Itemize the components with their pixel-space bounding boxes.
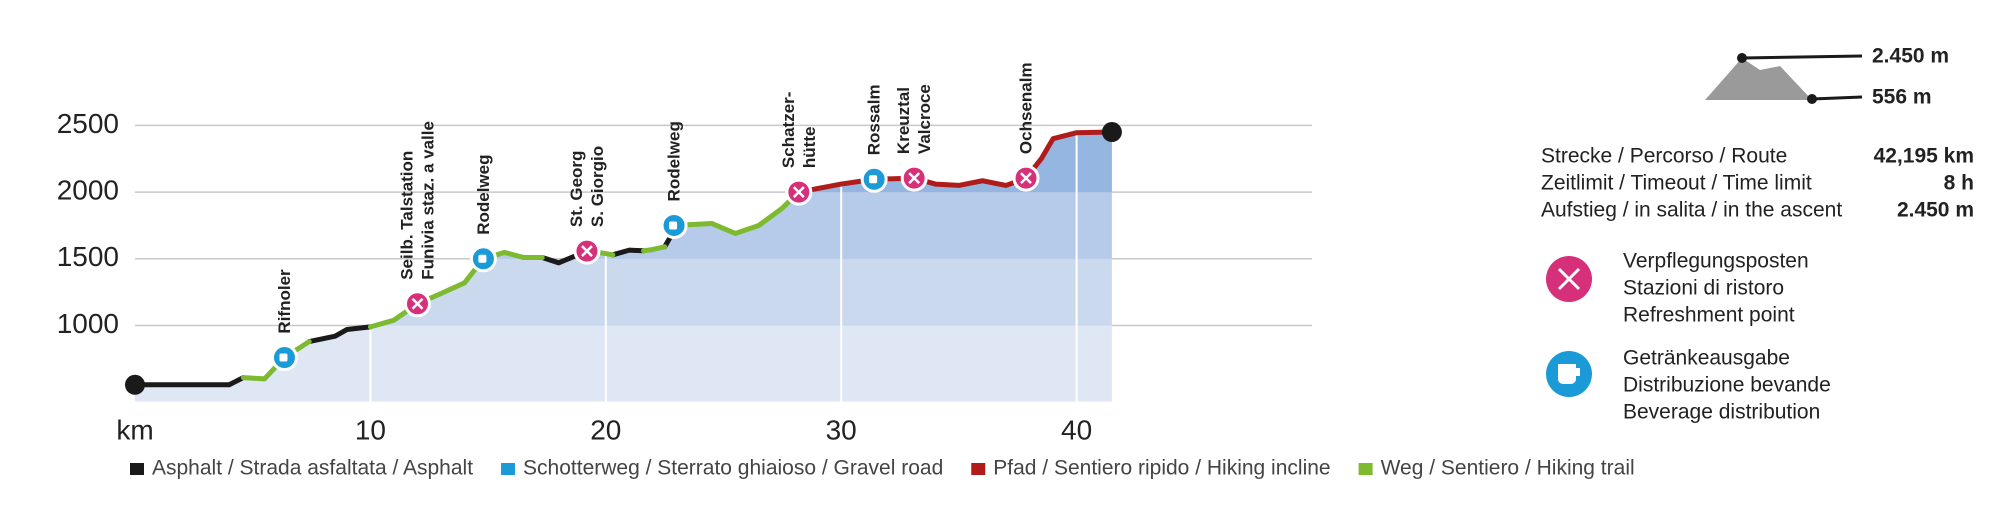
route-info: Strecke / Percorso / Route 42,195 km Zei… [1541, 145, 1974, 222]
info-value: 42,195 km [1874, 145, 1974, 168]
legend-label: Asphalt / Strada asfaltata / Asphalt [152, 457, 473, 480]
marker-icon [869, 175, 878, 184]
marker-icon [792, 186, 805, 198]
min-elevation: 556 m [1872, 86, 1932, 109]
x-tick-label: km [116, 414, 153, 445]
station-label: Schatzer- [779, 92, 798, 169]
marker-icon [669, 221, 678, 230]
elevation-band [135, 325, 1112, 402]
profile-area-group [135, 92, 1312, 402]
icon-label: Refreshment point [1623, 304, 1795, 327]
drink-icon-cup [1558, 364, 1580, 384]
legend-swatch [130, 463, 144, 475]
y-tick-label: 2500 [57, 108, 119, 139]
legend-swatch [971, 463, 986, 475]
marker-icon [1020, 172, 1032, 184]
station-label: S. Giorgio [588, 146, 607, 227]
x-tick-label: 30 [826, 414, 857, 445]
station-label: St. Georg [567, 151, 586, 228]
icon-label: Beverage distribution [1623, 401, 1820, 424]
marker-icon [279, 353, 288, 362]
legend-swatch [501, 463, 516, 475]
min-dot [1807, 94, 1817, 104]
icon-label: Getränkeausgabe [1623, 347, 1790, 370]
icon-label: Verpflegungsposten [1623, 250, 1809, 273]
legend: Asphalt / Strada asfaltata / Asphalt Scho… [130, 457, 1635, 480]
station-label: Ochsenalm [1016, 62, 1035, 154]
icon-label: Distribuzione bevande [1623, 374, 1831, 397]
start-point [125, 374, 145, 395]
marker-icon [478, 254, 487, 263]
elevation-band [135, 92, 1312, 125]
info-label: Strecke / Percorso / Route [1541, 145, 1787, 168]
legend-label: Weg / Sentiero / Hiking trail [1381, 457, 1635, 480]
legend-label: Schotterweg / Sterrato ghiaioso / Gravel… [523, 457, 943, 480]
legend-label: Pfad / Sentiero ripido / Hiking incline [993, 457, 1330, 480]
info-label: Aufstieg / in salita / in the ascent [1541, 199, 1842, 222]
info-label: Zeitlimit / Timeout / Time limit [1541, 172, 1812, 195]
marker-icon [908, 172, 921, 184]
surface-line [132, 222, 677, 388]
legend-swatch [1358, 463, 1373, 475]
min-pointer [1811, 95, 1863, 101]
y-tick-label: 2000 [57, 174, 119, 205]
elevation-key: 2.450 m 556 m [1705, 45, 1949, 109]
info-value: 8 h [1944, 172, 1974, 195]
station-label: Rodelweg [665, 121, 684, 201]
x-tick-label: 10 [355, 414, 386, 445]
surface-line [240, 189, 802, 382]
grid: 1000 1500 2000 2500 km 10 20 30 40 [57, 108, 1312, 445]
marker-icon [411, 297, 424, 310]
end-point [1101, 122, 1122, 143]
station-label: Kreuztal [894, 87, 913, 154]
station-label: Funivia staz. a valle [418, 121, 437, 280]
elevation-band [135, 258, 1112, 326]
max-pointer [1741, 54, 1863, 60]
info-value: 2.450 m [1897, 199, 1974, 222]
station-label: Seilb. Talstation [397, 151, 416, 280]
max-elevation: 2.450 m [1872, 45, 1949, 68]
station-label: hütte [800, 127, 819, 169]
elevation-band [135, 192, 1112, 259]
station-label: Rifnoler [275, 269, 294, 334]
y-tick-label: 1000 [57, 308, 119, 339]
max-dot [1737, 53, 1747, 63]
x-tick-label: 20 [590, 414, 621, 445]
station-label: Rossalm [865, 84, 884, 155]
icon-label: Stazioni di ristoro [1623, 277, 1784, 300]
mountain-icon [1705, 58, 1812, 100]
elevation-band [135, 132, 1112, 193]
y-tick-label: 1500 [57, 241, 119, 272]
icon-legend: Verpflegungsposten Stazioni di ristoro R… [1546, 250, 1831, 424]
station-label: Rodelweg [474, 155, 493, 235]
marker-icon [581, 245, 593, 257]
station-label: Valcroce [915, 84, 934, 154]
stations: Rifnoler Seilb. Talstation Funivia staz. a… [270, 62, 1040, 372]
x-tick-label: 40 [1061, 414, 1092, 445]
food-icon-cross [1557, 267, 1581, 291]
